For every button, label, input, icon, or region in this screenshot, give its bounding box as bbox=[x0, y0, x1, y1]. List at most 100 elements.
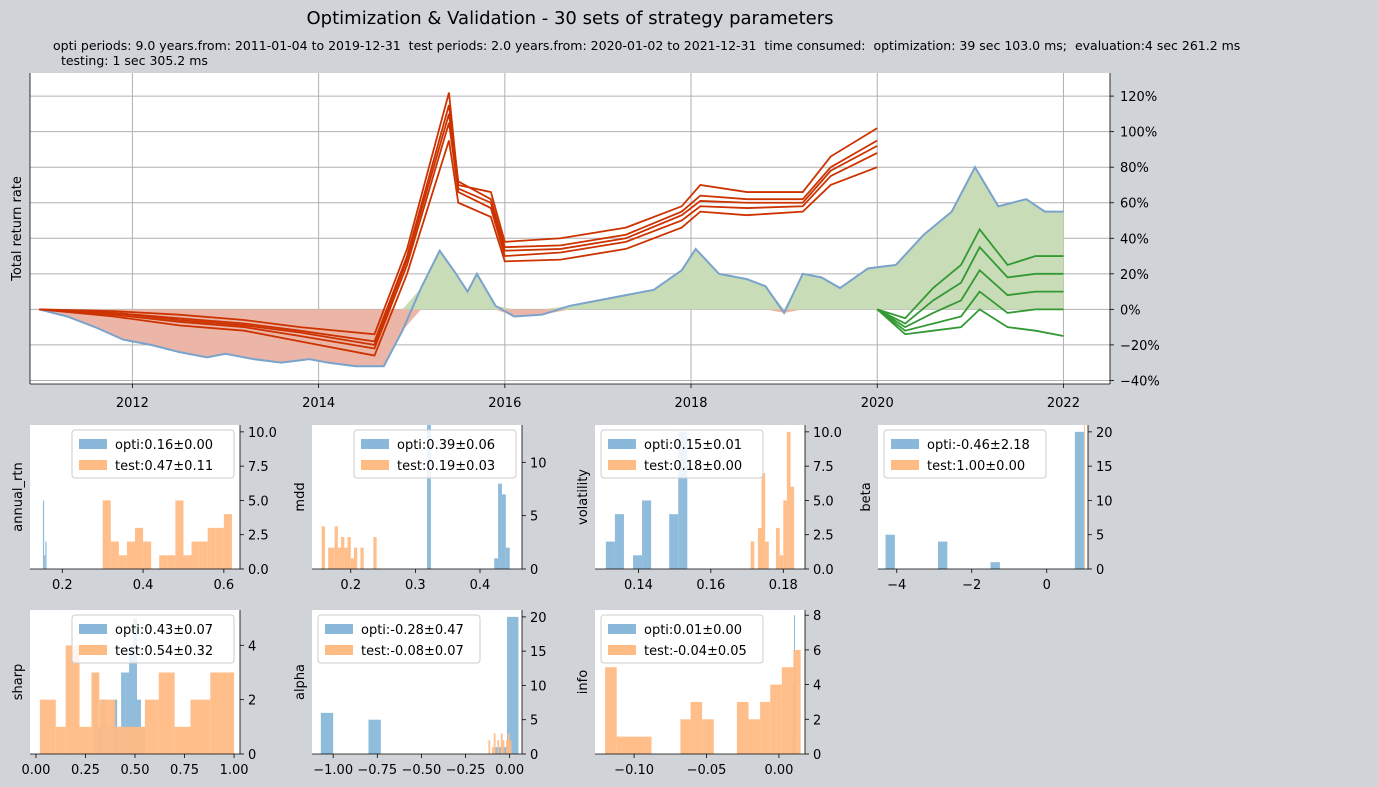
y-tick-label: 2 bbox=[813, 713, 821, 728]
histogram-info: −0.10 −0.05 0.00 0 2 4 6 8 info opti:0.01±0.00 tes… bbox=[576, 609, 821, 778]
histogram-bar bbox=[102, 500, 111, 569]
histogram-annual_rtn: 0.2 0.4 0.6 0.0 2.5 5.0 7.5 10.0 annual_rtn opti:… bbox=[11, 425, 277, 593]
histogram-bar bbox=[191, 541, 200, 569]
legend-swatch bbox=[79, 645, 107, 655]
y-tick-label: 40% bbox=[1120, 232, 1149, 247]
x-tick-label: 2012 bbox=[116, 396, 149, 411]
y-tick-label: 0% bbox=[1120, 303, 1141, 318]
histogram-bar bbox=[760, 701, 771, 754]
returns-chart: 2012 2014 2016 2018 2020 2022 −40% −20% 0% 20% 40%… bbox=[10, 73, 1160, 411]
histogram-bar bbox=[91, 672, 100, 754]
histogram-bar bbox=[885, 534, 895, 569]
x-tick-label: 1.00 bbox=[220, 763, 249, 778]
y-tick-label: 10.0 bbox=[813, 426, 842, 441]
histogram-bar bbox=[207, 527, 216, 569]
histogram-bar bbox=[167, 555, 176, 569]
histogram-ylabel: beta bbox=[859, 482, 874, 511]
y-tick-label: 6 bbox=[813, 644, 821, 659]
figure-title: Optimization & Validation - 30 sets of s… bbox=[306, 8, 834, 29]
legend-label: opti:0.39±0.06 bbox=[397, 438, 495, 453]
histogram-bar bbox=[761, 473, 766, 569]
histogram-ylabel: sharp bbox=[11, 664, 26, 701]
legend-swatch bbox=[608, 624, 636, 634]
y-tick-label: 0 bbox=[248, 748, 256, 763]
y-tick-label: 10 bbox=[530, 679, 547, 694]
histogram-bar bbox=[736, 701, 749, 754]
legend-label: opti:0.43±0.07 bbox=[115, 623, 213, 638]
histogram-bar bbox=[79, 726, 92, 754]
legend-label: test:0.18±0.00 bbox=[644, 459, 742, 474]
histogram-bar bbox=[494, 558, 499, 569]
x-tick-label: 2018 bbox=[674, 396, 707, 411]
legend-label: test:0.19±0.03 bbox=[397, 459, 495, 474]
test-series-line bbox=[876, 268, 1064, 329]
histogram-bar bbox=[500, 733, 503, 754]
histogram-bar bbox=[129, 645, 134, 754]
x-tick-label: 0 bbox=[1043, 578, 1051, 593]
legend-swatch bbox=[79, 439, 107, 449]
histogram-bar bbox=[199, 541, 208, 569]
x-tick-label: −4 bbox=[887, 578, 906, 593]
histogram-bar bbox=[488, 740, 491, 754]
legend-label: test:-0.08±0.07 bbox=[361, 644, 464, 659]
legend-box bbox=[353, 429, 517, 479]
histogram-bar bbox=[493, 733, 496, 754]
figure-subtitle: opti periods: 9.0 years.from: 2011-01-04… bbox=[53, 38, 1240, 68]
histogram-bar bbox=[174, 726, 191, 754]
y-tick-label: 0 bbox=[1096, 563, 1104, 578]
histogram-bar bbox=[507, 733, 510, 754]
histogram-bar bbox=[505, 547, 510, 569]
histogram-bar bbox=[642, 500, 652, 569]
histogram-bar bbox=[183, 555, 192, 569]
opti-series-line bbox=[39, 122, 878, 350]
legend-swatch bbox=[325, 645, 353, 655]
histogram-bar bbox=[509, 740, 512, 754]
x-tick-label: 2016 bbox=[488, 396, 521, 411]
legend-label: opti:0.15±0.01 bbox=[644, 438, 742, 453]
y-tick-label: −20% bbox=[1120, 339, 1160, 354]
x-tick-label: 0.4 bbox=[133, 578, 154, 593]
x-tick-label: 0.00 bbox=[21, 763, 50, 778]
legend-swatch bbox=[79, 460, 107, 470]
x-tick-label: −0.05 bbox=[687, 763, 727, 778]
histogram-bar bbox=[793, 649, 801, 754]
histogram-bar bbox=[144, 699, 159, 754]
y-tick-label: 5 bbox=[1096, 529, 1104, 544]
histogram-bar bbox=[781, 667, 794, 754]
legend-box bbox=[600, 429, 764, 479]
legend-swatch bbox=[79, 624, 107, 634]
y-tick-label: 80% bbox=[1120, 161, 1149, 176]
histogram-bar bbox=[55, 726, 66, 754]
histogram-bar bbox=[368, 719, 381, 754]
legend-box bbox=[883, 429, 1047, 479]
y-tick-label: 15 bbox=[530, 645, 547, 660]
x-tick-label: 0.2 bbox=[52, 578, 73, 593]
histogram-bar bbox=[790, 486, 795, 569]
histogram-ylabel: mdd bbox=[293, 482, 308, 511]
histogram-mdd: 0.2 0.3 0.4 0 5 10 mdd opti:0.39±0.06 test:0.19±… bbox=[293, 425, 547, 593]
histogram-bar bbox=[210, 672, 235, 754]
x-tick-label: 0.00 bbox=[495, 763, 524, 778]
y-tick-label: 10.0 bbox=[248, 426, 277, 441]
x-tick-label: 0.6 bbox=[214, 578, 235, 593]
legend-swatch bbox=[361, 439, 389, 449]
histogram-bar bbox=[320, 712, 334, 754]
x-tick-label: −0.75 bbox=[357, 763, 397, 778]
histogram-bar bbox=[158, 672, 175, 754]
histogram-bar bbox=[501, 494, 506, 569]
histogram-bar bbox=[347, 537, 351, 569]
x-tick-label: 2022 bbox=[1047, 396, 1080, 411]
y-tick-label: 0 bbox=[530, 563, 538, 578]
subtitle-line-2: testing: 1 sec 305.2 ms bbox=[53, 53, 208, 68]
histogram-bar bbox=[1083, 425, 1085, 569]
y-tick-label: 0 bbox=[530, 748, 538, 763]
legend-label: test:0.47±0.11 bbox=[115, 459, 213, 474]
legend-label: opti:0.16±0.00 bbox=[115, 438, 213, 453]
y-tick-label: 0.0 bbox=[813, 563, 834, 578]
y-tick-label: 4 bbox=[813, 679, 821, 694]
x-tick-label: 2014 bbox=[302, 396, 335, 411]
histogram-bar bbox=[131, 726, 145, 754]
legend-box bbox=[71, 614, 235, 664]
y-tick-label: 5.0 bbox=[248, 494, 269, 509]
histogram-bar bbox=[990, 562, 1000, 569]
